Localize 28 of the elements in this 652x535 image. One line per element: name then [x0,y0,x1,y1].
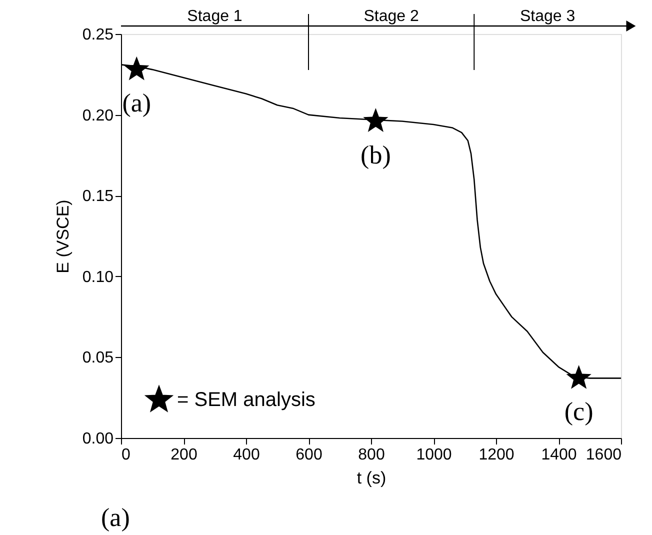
point [363,108,388,132]
x-tick-label: 1600 [586,446,622,464]
y-tick-label: 0.10 [82,268,114,286]
y-tick-label: 0.20 [82,107,114,124]
annotation: (c) [564,397,594,426]
x-tick-label: 800 [358,446,385,464]
x-tick-label: 1200 [478,446,514,464]
legend-label: = SEM analysis [177,389,316,411]
y-tick-label: 0.00 [82,430,114,448]
x-tick-label: 0 [122,446,130,464]
y-axis-title: E (VSCE) [53,200,72,274]
x-tick-label: 600 [296,446,322,464]
y-tick-label: 0.05 [82,350,114,367]
annotation: (b) [360,140,391,170]
x-axis-title: t (s) [356,468,386,488]
annotation: (a) [122,88,152,118]
text: Stage 3 [520,8,576,25]
x-tick-label: 200 [170,446,198,464]
x-tick-label: 1000 [416,446,452,464]
y-tick-label: 0.15 [82,188,114,206]
text: Stage 1 [187,8,242,25]
y-tick-label: 0.25 [82,26,114,44]
text: Stage 2 [364,8,419,25]
x-tick-label: 1400 [541,446,577,464]
x-tick-label: 400 [233,446,260,464]
point [124,56,150,80]
point [566,364,592,389]
text: (a) [101,503,130,532]
